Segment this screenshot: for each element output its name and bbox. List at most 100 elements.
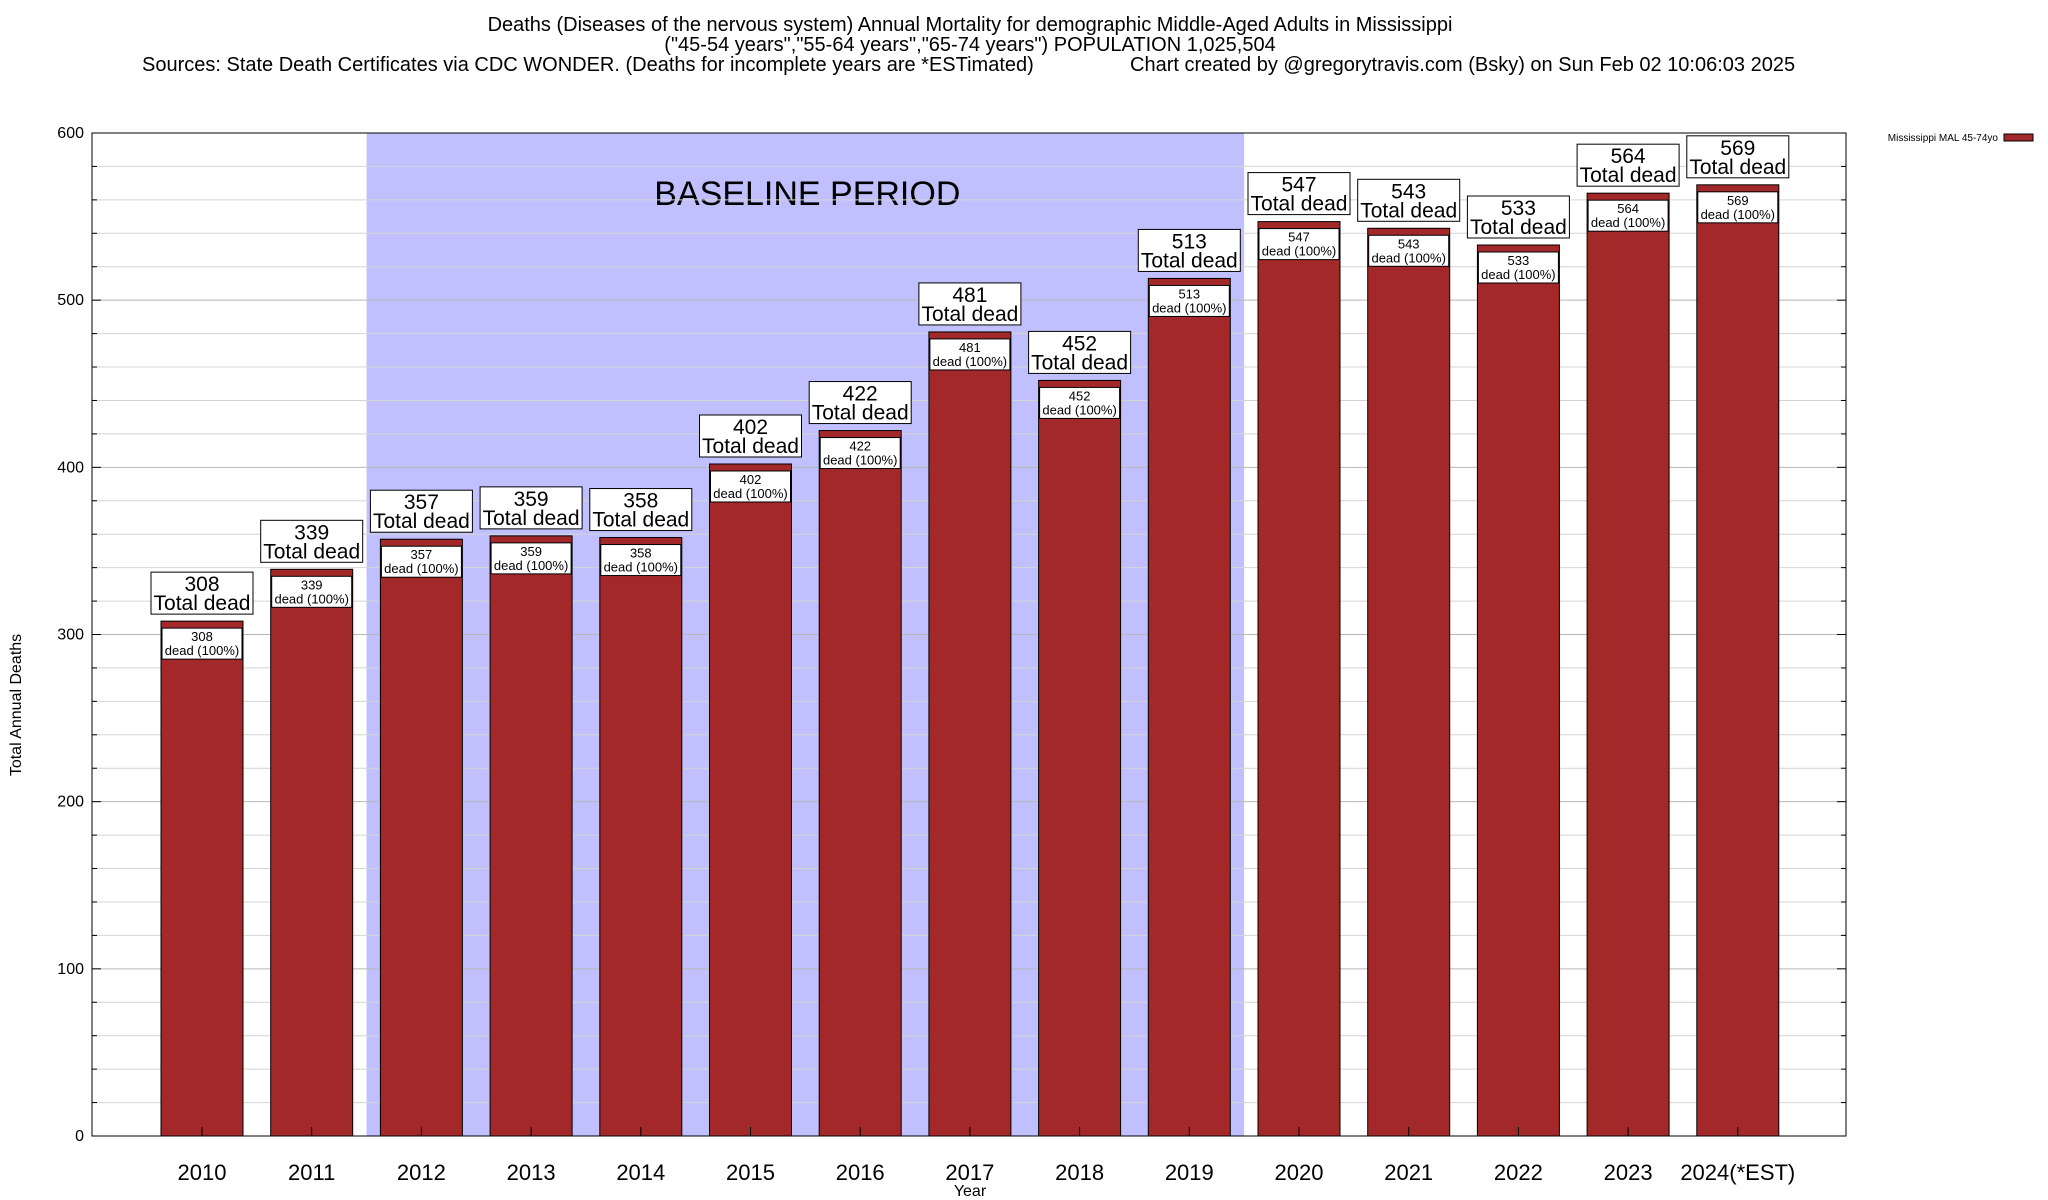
bar-top-label-box (1247, 172, 1351, 216)
bar-top-value-label: 452 (1062, 332, 1097, 355)
bar-top-total-label: Total dead (1580, 164, 1677, 187)
plot-area: BASELINE PERIOD0100200300400500600308dea… (57, 125, 1847, 1185)
bar-top-label-box (918, 282, 1022, 326)
x-tick-label: 2013 (507, 1160, 556, 1185)
x-tick-label: 2016 (836, 1160, 885, 1185)
bar-inner-label-box (161, 627, 243, 660)
bar-inner-value-label: 547 (1288, 230, 1310, 245)
y-tick-label: 300 (57, 627, 84, 644)
bar-inner-label-box (819, 437, 901, 470)
bar-top-total-label: Total dead (373, 510, 470, 533)
bar-top-label-box (1028, 330, 1132, 374)
x-tick-label: 2022 (1494, 1160, 1543, 1185)
x-tick-label: 2019 (1165, 1160, 1214, 1185)
legend: Mississippi MAL 45-74yo (1888, 133, 2034, 144)
bar-inner-percent-label: dead (100%) (165, 643, 239, 658)
bar-inner-value-label: 359 (520, 544, 542, 559)
bar-inner-value-label: 481 (959, 340, 981, 355)
bar (1367, 227, 1451, 1137)
bar (1257, 221, 1341, 1137)
bar-inner-label-box (600, 544, 682, 577)
bar-inner-value-label: 533 (1508, 253, 1530, 268)
bar-inner-label-box (1477, 251, 1559, 284)
y-axis-label: Total Annual Deaths (8, 634, 25, 776)
bar-top-label-box (589, 488, 693, 532)
bar-top-value-label: 422 (843, 383, 878, 406)
bar-top-total-label: Total dead (921, 303, 1018, 326)
x-tick-label: 2021 (1384, 1160, 1433, 1185)
bar (489, 535, 573, 1137)
bar-top-value-label: 402 (733, 416, 768, 439)
chart-title-line-1: Deaths (Diseases of the nervous system) … (488, 14, 1453, 36)
bar (928, 331, 1012, 1137)
x-tick-label: 2017 (945, 1160, 994, 1185)
x-tick-label: 2018 (1055, 1160, 1104, 1185)
bar-inner-label-box (271, 575, 353, 608)
chart-title-line-2: ("45-54 years","55-64 years","65-74 year… (664, 34, 1275, 56)
bar-inner-percent-label: dead (100%) (1371, 250, 1445, 265)
baseline-period-label: BASELINE PERIOD (654, 175, 960, 213)
bar-inner-percent-label: dead (100%) (274, 591, 348, 606)
y-tick-label: 500 (57, 292, 84, 309)
x-tick-label: 2014 (616, 1160, 665, 1185)
bar-inner-label-box (929, 338, 1011, 371)
bar-inner-percent-label: dead (100%) (494, 558, 568, 573)
bar-top-label-box (699, 414, 802, 458)
bar-top-value-label: 308 (184, 573, 219, 596)
bar-inner-value-label: 339 (301, 577, 323, 592)
x-tick-label: 2012 (397, 1160, 446, 1185)
bar-inner-value-label: 569 (1727, 193, 1749, 208)
x-tick-label: 2010 (178, 1160, 227, 1185)
bar-top-label-box (260, 519, 364, 563)
bar-top-value-label: 339 (294, 521, 329, 544)
bar-top-total-label: Total dead (1689, 156, 1786, 179)
bar-inner-percent-label: dead (100%) (1042, 402, 1116, 417)
bar-inner-label-box (1148, 284, 1230, 317)
bar-inner-value-label: 452 (1069, 388, 1091, 403)
bar-inner-value-label: 422 (849, 439, 871, 454)
bar-inner-label-box (710, 470, 791, 503)
bar-top-total-label: Total dead (1031, 351, 1128, 374)
bar (1476, 244, 1560, 1137)
bar-top-total-label: Total dead (483, 507, 580, 530)
bar-top-value-label: 359 (514, 488, 549, 511)
x-tick-label: 2020 (1275, 1160, 1324, 1185)
legend-swatch (2003, 133, 2034, 142)
bar (709, 463, 792, 1137)
bar-inner-label-box (1697, 191, 1779, 224)
bar (818, 430, 902, 1137)
bar-top-total-label: Total dead (812, 402, 909, 425)
bar-inner-percent-label: dead (100%) (933, 354, 1007, 369)
bar-top-total-label: Total dead (154, 592, 251, 615)
bar-top-value-label: 547 (1281, 174, 1316, 197)
bar-top-value-label: 564 (1611, 145, 1646, 168)
bar-inner-percent-label: dead (100%) (1262, 244, 1336, 259)
bar-inner-percent-label: dead (100%) (823, 453, 897, 468)
bar (599, 537, 683, 1137)
bar-inner-value-label: 358 (630, 546, 652, 561)
bar (1696, 184, 1780, 1137)
bar-top-total-label: Total dead (702, 435, 799, 458)
bar (379, 538, 463, 1137)
bar-inner-percent-label: dead (100%) (1481, 267, 1555, 282)
plot-border (91, 132, 1847, 1137)
bar-inner-percent-label: dead (100%) (384, 561, 458, 576)
bar-inner-value-label: 513 (1178, 286, 1200, 301)
bar (1147, 277, 1231, 1137)
bar-inner-label-box (490, 542, 572, 575)
bar-inner-percent-label: dead (100%) (1591, 215, 1665, 230)
bar-inner-percent-label: dead (100%) (1152, 300, 1226, 315)
bar-top-value-label: 358 (623, 490, 658, 513)
y-tick-label: 0 (75, 1128, 84, 1145)
x-tick-label: 2023 (1604, 1160, 1653, 1185)
bar-inner-value-label: 564 (1617, 201, 1639, 216)
bar-top-value-label: 533 (1501, 197, 1536, 220)
bar-inner-value-label: 543 (1398, 236, 1420, 251)
bar-inner-label-box (1587, 199, 1669, 232)
bar (270, 568, 354, 1137)
bar-top-label-box (150, 571, 254, 615)
bar-top-label-box (479, 486, 583, 530)
bar-top-value-label: 569 (1720, 137, 1755, 160)
bar-top-value-label: 543 (1391, 180, 1426, 203)
